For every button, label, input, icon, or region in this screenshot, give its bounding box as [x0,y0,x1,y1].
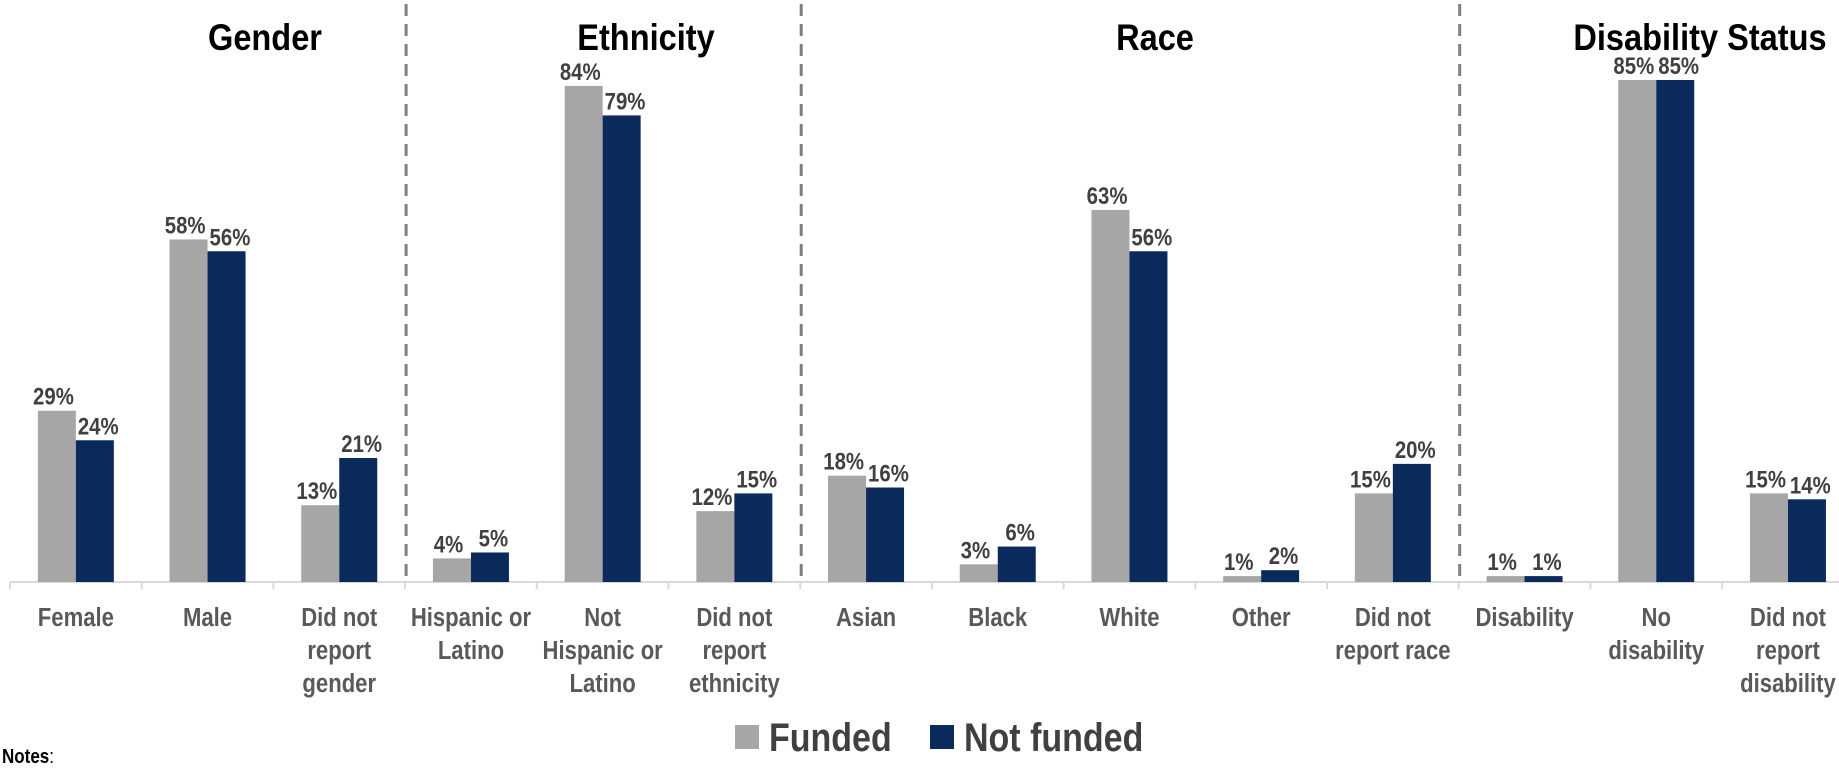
category-label: Did not [301,603,377,632]
group-title: Disability Status [1573,17,1826,58]
legend-swatch-funded [735,725,759,749]
bar-not-funded [1129,251,1168,583]
bar-not-funded [1392,463,1431,582]
bar-funded [1223,576,1262,582]
data-label-not-funded: 16% [868,460,909,487]
category-label: Did not [1750,603,1826,632]
category-label: Asian [836,603,896,632]
data-label-not-funded: 14% [1790,472,1831,499]
category-label: Disability [1475,603,1574,632]
data-label-not-funded: 2% [1269,543,1299,570]
data-label-not-funded: 20% [1395,436,1436,463]
data-label-not-funded: 85% [1658,52,1699,79]
bar-not-funded [866,487,905,582]
category-label: Black [968,603,1027,632]
category-label: disability [1608,636,1704,665]
category-label: disability [1740,669,1836,698]
bar-funded [696,511,735,582]
data-label-funded: 12% [692,484,733,511]
category-label: report race [1335,636,1450,665]
category-label: Latino [438,636,504,665]
category-label: report [1756,636,1820,665]
bar-funded [828,475,867,582]
bar-not-funded [734,493,773,582]
data-label-funded: 13% [296,478,337,505]
data-label-not-funded: 5% [479,525,509,552]
data-label-not-funded: 6% [1005,519,1035,546]
data-label-funded: 15% [1745,466,1786,493]
bar-not-funded [339,457,378,582]
bar-not-funded [470,552,509,582]
bar-funded [1354,493,1393,582]
data-label-funded: 3% [961,537,991,564]
category-label: report [307,636,371,665]
bar-funded [432,558,471,582]
category-label: Hispanic or [411,603,532,632]
legend-swatch-not-funded [930,725,954,749]
legend-label-not-funded: Not funded [964,714,1143,759]
bar-funded [1618,80,1657,582]
bar-funded [564,85,603,582]
bar-not-funded [1787,499,1826,582]
bar-not-funded [1261,570,1300,582]
data-label-funded: 29% [33,383,74,410]
bar-funded [1486,576,1525,582]
bar-not-funded [997,546,1036,582]
notes-label: Notes: [2,746,54,768]
group-title: Gender [208,17,322,58]
bar-not-funded [1656,80,1695,582]
category-label: Female [38,603,114,632]
bar-funded [1749,493,1788,582]
data-label-not-funded: 79% [605,88,646,115]
data-label-not-funded: 21% [341,430,382,457]
bar-not-funded [207,251,246,583]
category-label: Other [1232,603,1291,632]
category-label: Did not [1355,603,1431,632]
bar-not-funded [1524,576,1563,582]
bar-funded [1091,209,1130,582]
data-label-funded: 84% [560,58,601,85]
bar-not-funded [75,440,114,582]
data-label-not-funded: 15% [736,466,777,493]
bar-funded [301,505,340,582]
group-title: Ethnicity [577,17,715,58]
category-label: Male [183,603,232,632]
data-label-funded: 15% [1350,466,1391,493]
data-label-funded: 18% [823,448,864,475]
category-label: No [1642,603,1671,632]
bar-funded [959,564,998,582]
category-label: Did not [696,603,772,632]
bar-funded [37,410,76,582]
category-label: White [1099,603,1159,632]
data-label-funded: 4% [434,531,464,558]
category-label: Hispanic or [543,636,664,665]
bar-not-funded [602,115,641,582]
data-label-funded: 85% [1613,52,1654,79]
bar-funded [169,239,208,583]
category-label: Not [584,603,621,632]
category-label: report [702,636,766,665]
data-label-funded: 1% [1487,549,1517,576]
data-label-funded: 63% [1087,182,1128,209]
data-label-funded: 1% [1224,549,1254,576]
group-title: Race [1116,17,1194,58]
category-label: gender [302,669,376,698]
data-label-not-funded: 1% [1532,549,1562,576]
data-label-funded: 58% [165,212,206,239]
category-label: Latino [570,669,636,698]
category-label: ethnicity [689,669,780,698]
data-label-not-funded: 56% [1131,224,1172,251]
data-label-not-funded: 24% [78,413,119,440]
data-label-not-funded: 56% [210,224,251,251]
legend-label-funded: Funded [769,714,892,759]
